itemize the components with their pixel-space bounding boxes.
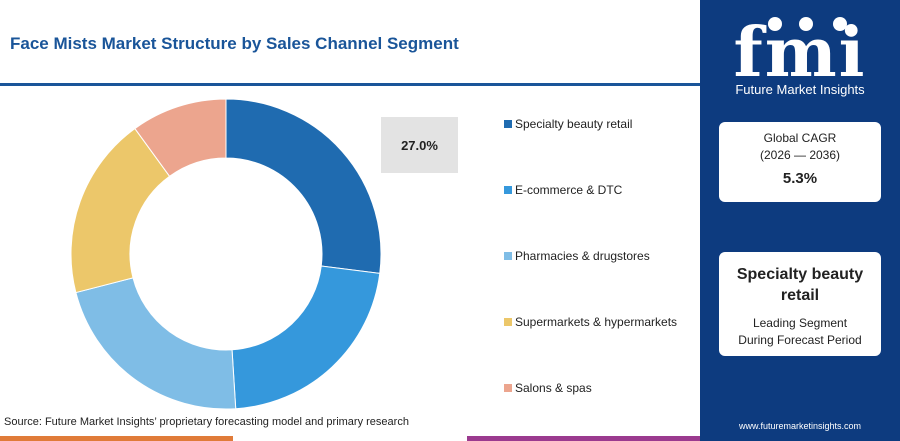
bar-segment-orange bbox=[0, 436, 234, 441]
legend-label: Supermarkets & hypermarkets bbox=[515, 315, 678, 329]
legend-label: Specialty beauty retail bbox=[515, 117, 633, 131]
legend-item: Pharmacies & drugstores bbox=[504, 249, 650, 263]
cagr-card: Global CAGR (2026 — 2036) 5.3% bbox=[719, 122, 881, 202]
chart-title: Face Mists Market Structure by Sales Cha… bbox=[10, 34, 459, 53]
legend-item: Specialty beauty retail bbox=[504, 117, 632, 131]
globe-icons bbox=[768, 17, 847, 31]
website-url: www.futuremarketinsights.com bbox=[738, 421, 862, 431]
legend-swatch bbox=[504, 318, 512, 326]
legend-label: Salons & spas bbox=[515, 381, 592, 395]
cagr-value: 5.3% bbox=[782, 170, 818, 187]
logo-subtitle: Future Market Insights bbox=[735, 82, 865, 97]
legend-item: Salons & spas bbox=[504, 381, 592, 395]
legend-swatch bbox=[504, 186, 512, 194]
donut-slice-e-commerce-dtc bbox=[231, 265, 381, 410]
legend-label: E-commerce & DTC bbox=[515, 183, 623, 197]
bar-segment-white bbox=[233, 436, 467, 441]
sidebar: fmi Future Market Insights bbox=[700, 0, 900, 441]
donut-slice-pharmacies-drugstores bbox=[75, 277, 237, 410]
leading-segment-label: Leading Segment bbox=[752, 316, 848, 330]
leading-segment-name: Specialty beauty retail bbox=[736, 266, 864, 304]
fmi-logo: fmi bbox=[733, 13, 867, 93]
legend-label: Pharmacies & drugstores bbox=[515, 249, 650, 263]
legend-swatch bbox=[504, 384, 512, 392]
donut-chart bbox=[70, 98, 382, 410]
value-callout: 27.0% bbox=[381, 117, 458, 173]
title-divider bbox=[0, 83, 700, 86]
donut-slice-salons-spas bbox=[134, 98, 227, 178]
bottom-accent-bar bbox=[0, 436, 700, 441]
legend-item: Supermarkets & hypermarkets bbox=[504, 315, 677, 329]
donut-slice-specialty-beauty-retail bbox=[225, 98, 382, 274]
cagr-period: (2026 — 2036) bbox=[759, 148, 841, 162]
legend-item: E-commerce & DTC bbox=[504, 183, 622, 197]
source-note: Source: Future Market Insights’ propriet… bbox=[4, 416, 409, 428]
cagr-label: Global CAGR bbox=[763, 131, 837, 145]
legend-swatch bbox=[504, 120, 512, 128]
legend-swatch bbox=[504, 252, 512, 260]
bar-segment-purple bbox=[466, 436, 700, 441]
leading-segment-card: Specialty beauty retail Leading Segment … bbox=[719, 252, 881, 356]
forecast-period-label: During Forecast Period bbox=[738, 333, 862, 347]
